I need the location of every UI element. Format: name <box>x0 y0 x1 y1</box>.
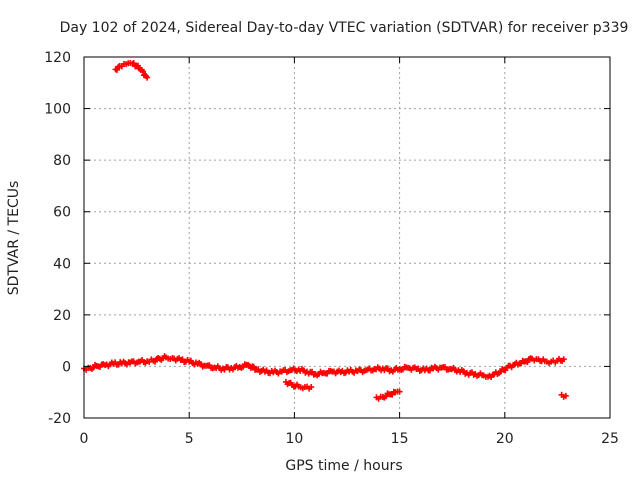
x-tick-label: 25 <box>601 431 619 447</box>
data-point <box>308 384 315 391</box>
data-point <box>144 74 151 81</box>
x-tick-label: 10 <box>285 431 303 447</box>
data-point <box>562 392 569 399</box>
y-tick-label: 40 <box>53 256 71 272</box>
data-points <box>81 59 569 402</box>
plot-frame <box>83 56 611 419</box>
data-point <box>560 356 567 363</box>
data-point <box>396 388 403 395</box>
x-tick-label: 0 <box>80 431 89 447</box>
y-tick-label: 100 <box>44 102 71 118</box>
y-axis-label: SDTVAR / TECUs <box>6 181 22 296</box>
x-tick-label: 5 <box>185 431 194 447</box>
data-point <box>113 66 120 73</box>
x-tick-label: 15 <box>391 431 409 447</box>
grid <box>84 57 610 418</box>
y-tick-label: -20 <box>48 411 71 427</box>
data-point <box>250 363 257 370</box>
x-axis-label: GPS time / hours <box>285 458 402 474</box>
y-tick-label: 60 <box>53 205 71 221</box>
y-tick-label: 80 <box>53 153 71 169</box>
y-tick-labels: -20 0 20 40 60 80 100 120 <box>44 50 71 427</box>
x-tick-label: 20 <box>496 431 514 447</box>
x-tick-labels: 0 5 10 15 20 25 <box>80 431 619 447</box>
chart-title: Day 102 of 2024, Sidereal Day-to-day VTE… <box>60 20 629 36</box>
y-tick-label: 120 <box>44 50 71 66</box>
data-point <box>130 60 137 67</box>
y-tick-label: 20 <box>53 308 71 324</box>
axis-ticks <box>83 56 611 419</box>
y-tick-label: 0 <box>62 359 71 375</box>
data-point <box>139 68 146 75</box>
